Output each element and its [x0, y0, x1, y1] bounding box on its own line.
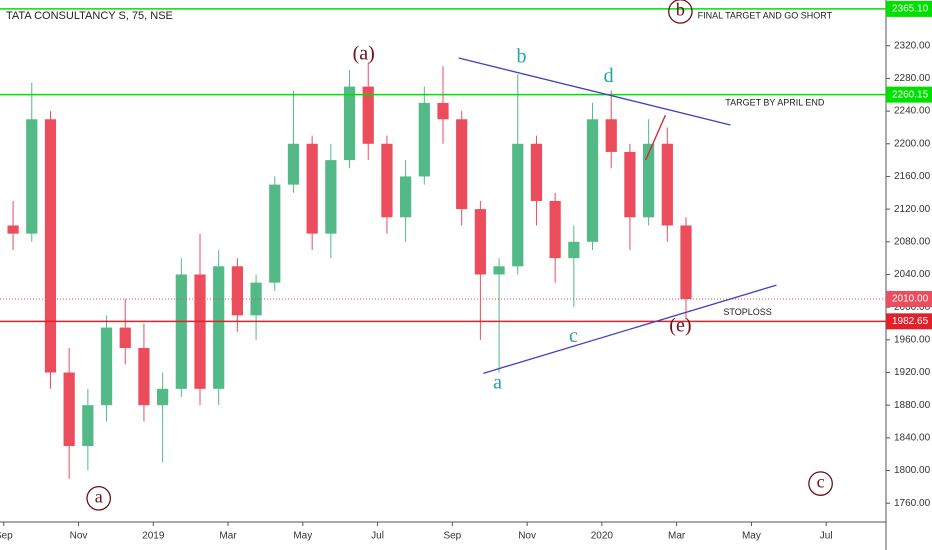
annotation: TARGET BY APRIL END	[725, 97, 825, 107]
price-label-box	[886, 290, 932, 307]
price-label-box	[886, 313, 932, 330]
price-label: 2260.15	[892, 89, 929, 100]
price-label-box	[886, 86, 932, 103]
candle-body	[175, 274, 187, 389]
candle-body	[474, 209, 486, 275]
candle-body	[100, 327, 113, 406]
y-tick-label: 1800.00	[894, 465, 931, 476]
annotation-circle	[86, 485, 112, 511]
candle-body	[306, 143, 318, 234]
annotation: c	[569, 325, 578, 347]
annotation: (e)	[669, 314, 691, 336]
candle-body	[194, 274, 206, 389]
x-tick-label: Sep	[443, 531, 461, 542]
x-tick-label: May	[293, 531, 312, 542]
candle-body	[250, 282, 262, 316]
candle-body	[437, 102, 449, 120]
x-tick-label: Nov	[70, 531, 88, 542]
y-tick-label: 1960.00	[894, 334, 931, 345]
price-label: 2010.00	[892, 294, 929, 305]
y-tick-label: 2160.00	[894, 171, 931, 182]
candle-body	[400, 176, 412, 218]
candle-body	[26, 119, 38, 234]
candle-body	[530, 143, 543, 201]
candle-body	[549, 200, 561, 259]
annotation: a	[493, 372, 502, 394]
chart-title: TATA CONSULTANCY S, 75, NSE	[6, 10, 173, 22]
candle-body	[624, 151, 636, 218]
annotation: c	[817, 472, 825, 492]
candle-body	[456, 119, 468, 210]
candle-body	[82, 405, 94, 447]
y-tick-label: 1880.00	[894, 400, 931, 411]
candle-body	[661, 143, 673, 226]
y-tick-label: 1840.00	[894, 432, 931, 443]
annotation: d	[604, 65, 614, 87]
annotation: b	[676, 0, 685, 20]
candle-body	[119, 327, 131, 348]
annotation: FINAL TARGET AND GO SHORT	[698, 11, 833, 21]
y-tick-label: 2000.00	[894, 302, 931, 313]
candle-body	[325, 160, 337, 234]
candle-body	[287, 143, 300, 185]
x-tick-label: Jul	[371, 531, 384, 542]
x-tick-label: Nov	[518, 531, 536, 542]
candle-body	[680, 225, 692, 299]
y-tick-label: 2280.00	[894, 73, 931, 84]
price-label: 2365.10	[892, 4, 929, 15]
x-tick-label: Jul	[820, 531, 833, 542]
x-tick-label: 2020	[591, 531, 614, 542]
y-tick-label: 2040.00	[894, 269, 931, 280]
y-tick-label: 2320.00	[894, 40, 931, 51]
x-tick-label: 2019	[142, 531, 165, 542]
trendline	[483, 284, 777, 374]
annotation-circle	[808, 471, 833, 496]
candle-body	[343, 86, 356, 161]
candle-body	[44, 119, 57, 373]
candle-body	[568, 241, 580, 259]
candle-body	[362, 86, 374, 144]
candle-body	[213, 266, 225, 389]
candle-body	[138, 348, 150, 406]
candle-body	[7, 225, 19, 234]
y-tick-label: 1920.00	[894, 367, 931, 378]
x-tick-label: May	[742, 531, 761, 542]
trendline	[645, 114, 667, 161]
candle-body	[512, 143, 524, 267]
annotation-circle	[668, 0, 693, 24]
x-tick-label: Mar	[219, 531, 237, 542]
candle-body	[63, 372, 75, 447]
x-tick-label: Sep	[0, 531, 13, 542]
candle-body	[231, 266, 243, 316]
candle-body	[605, 119, 617, 152]
y-tick-label: 1760.00	[894, 498, 931, 509]
candle-body	[643, 143, 655, 218]
trendline	[458, 57, 731, 126]
annotation: STOPLOSS	[723, 307, 771, 317]
candle-body	[157, 388, 169, 406]
x-tick-label: Mar	[668, 531, 686, 542]
price-label-box	[886, 0, 932, 17]
annotation: b	[517, 46, 527, 68]
y-tick-label: 2120.00	[894, 204, 931, 215]
candle-body	[586, 119, 599, 242]
annotation: (a)	[353, 42, 375, 64]
y-tick-label: 2240.00	[894, 106, 931, 117]
candle-body	[269, 184, 281, 283]
y-tick-label: 2080.00	[894, 236, 931, 247]
candle-body	[418, 102, 430, 177]
candle-body	[493, 266, 505, 275]
price-label: 1982.65	[892, 316, 929, 327]
y-tick-label: 2200.00	[894, 138, 931, 149]
annotation: a	[95, 486, 103, 506]
candle-body	[381, 143, 393, 218]
